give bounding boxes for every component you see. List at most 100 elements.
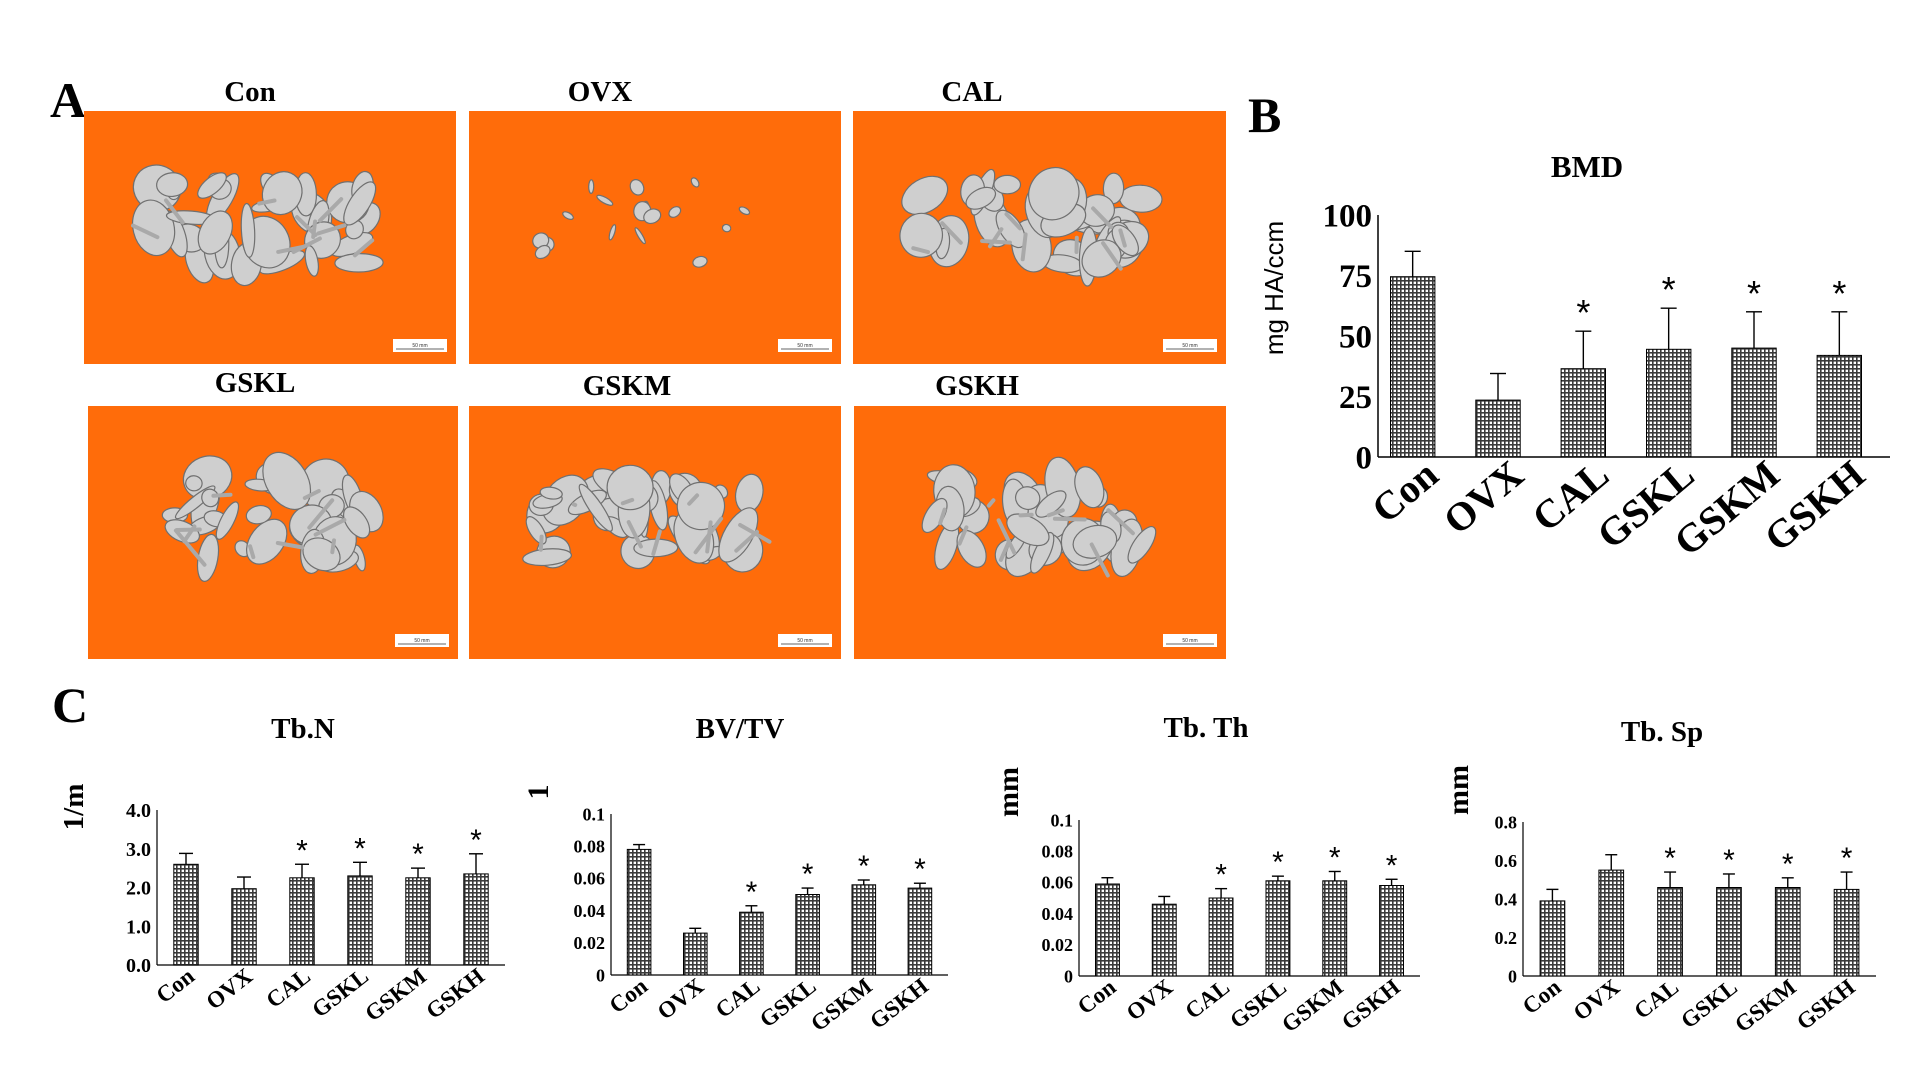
- chart-title: Tb. Sp: [1621, 716, 1703, 748]
- micro-ct-image-cal: CAL 50 mm: [853, 76, 1226, 364]
- significance-star: *: [802, 858, 814, 891]
- bar-gskl: [1646, 348, 1692, 458]
- x-category-label: CAL: [1630, 974, 1684, 1024]
- tbth-chart: Tb. Th mm 0 0.02 0.04 0.06 0.08 0.1 Con OVX * CAL * G…: [992, 712, 1420, 1037]
- y-tick-label: 0.8: [1495, 812, 1518, 832]
- bar-gskl: [1716, 887, 1742, 977]
- bar-gskl: [1265, 880, 1291, 977]
- y-tick-label: 0.1: [583, 804, 606, 824]
- significance-star: *: [1664, 842, 1676, 875]
- micro-ct-image-gskh: GSKH 50 mm: [854, 370, 1226, 659]
- significance-star: *: [1576, 292, 1590, 333]
- y-axis-label: mm: [992, 767, 1025, 817]
- y-tick-label: 0.6: [1495, 851, 1518, 871]
- bar-cal: [739, 911, 764, 976]
- image-label: GSKL: [215, 367, 296, 399]
- y-tick-label: 0.04: [1042, 904, 1074, 924]
- panel-b-letter: B: [1248, 87, 1281, 143]
- significance-star: *: [1662, 269, 1676, 310]
- x-category-label: Con: [151, 963, 199, 1008]
- bar-con: [1390, 276, 1436, 458]
- y-tick-label: 0: [1508, 966, 1517, 986]
- image-background: [469, 406, 841, 659]
- x-category-label: GSKH: [1792, 974, 1860, 1035]
- significance-star: *: [296, 834, 308, 867]
- x-category-label: GSKL: [1225, 974, 1291, 1033]
- micro-ct-image-grid: Con 50 mm OVX 50 mm CAL 50 mm GSKL 50 mm GSKM 50 …: [84, 76, 1226, 659]
- bar-con: [1539, 900, 1566, 977]
- x-category-label: OVX: [1435, 451, 1532, 543]
- trabecular-bone-render: [131, 164, 384, 287]
- bar-ovx: [683, 932, 708, 976]
- image-label: GSKH: [935, 370, 1019, 402]
- bar-gskh: [1833, 888, 1860, 977]
- y-axis-label: mm: [1442, 765, 1475, 815]
- bar-gskl: [795, 894, 820, 976]
- bar-gskl: [347, 875, 373, 966]
- y-tick-label: 0.2: [1495, 928, 1518, 948]
- micro-ct-image-gskl: GSKL 50 mm: [88, 367, 458, 659]
- bar-ovx: [1475, 399, 1521, 458]
- x-category-label: GSKM: [360, 963, 431, 1026]
- chart-title: Tb.N: [271, 713, 335, 745]
- trabecular-bone-render: [532, 177, 751, 268]
- bar-cal: [1560, 368, 1606, 458]
- significance-star: *: [858, 850, 870, 883]
- significance-star: *: [1747, 273, 1761, 314]
- trabecular-bone-render: [921, 456, 1157, 578]
- x-category-label: Con: [1363, 451, 1446, 531]
- significance-star: *: [1841, 842, 1853, 875]
- y-tick-label: 25: [1339, 380, 1372, 416]
- significance-star: *: [746, 876, 758, 909]
- scale-bar-text: 50 mm: [1182, 638, 1197, 644]
- x-category-label: OVX: [653, 973, 709, 1024]
- scale-bar-text: 50 mm: [797, 343, 812, 349]
- significance-star: *: [1386, 849, 1398, 882]
- x-category-label: GSKL: [307, 963, 373, 1022]
- bar-gskh: [1816, 354, 1862, 458]
- image-label: GSKM: [583, 370, 672, 402]
- chart-title: BMD: [1551, 149, 1623, 184]
- scale-bar-text: 50 mm: [797, 638, 812, 644]
- bar-ovx: [231, 888, 257, 966]
- x-category-label: GSKH: [1337, 974, 1405, 1035]
- significance-star: *: [470, 824, 482, 857]
- x-category-label: GSKM: [1730, 974, 1801, 1037]
- y-tick-label: 75: [1339, 259, 1372, 295]
- y-tick-label: 0.02: [1042, 935, 1074, 955]
- y-tick-label: 0.06: [1042, 873, 1074, 893]
- micro-ct-image-gskm: GSKM 50 mm: [469, 370, 841, 659]
- chart-title: BV/TV: [696, 713, 785, 745]
- bar-gskm: [405, 877, 431, 966]
- x-category-label: GSKH: [865, 973, 933, 1034]
- image-background: [469, 111, 841, 364]
- x-category-label: OVX: [201, 963, 257, 1014]
- y-tick-label: 0.06: [574, 869, 606, 889]
- x-category-label: Con: [1073, 974, 1121, 1019]
- bar-gskm: [1774, 887, 1801, 977]
- bar-cal: [1657, 887, 1683, 977]
- significance-star: *: [1723, 844, 1735, 877]
- y-tick-label: 0.02: [574, 933, 606, 953]
- x-category-label: CAL: [1181, 974, 1235, 1024]
- bar-gskh: [1379, 885, 1404, 977]
- bar-cal: [289, 877, 315, 966]
- bar-con: [626, 848, 652, 976]
- significance-star: *: [1272, 846, 1284, 879]
- trabecular-bone-render: [161, 451, 384, 583]
- y-tick-label: 2.0: [126, 878, 151, 900]
- panel-a-letter: A: [50, 72, 86, 128]
- tbsp-chart: Tb. Sp mm 0 0.2 0.4 0.6 0.8 Con OVX * CAL * GSKL * GSK…: [1442, 716, 1876, 1037]
- bar-gskm: [1731, 347, 1777, 458]
- y-tick-label: 0.1: [1051, 810, 1074, 830]
- x-category-label: GSKH: [1756, 451, 1873, 560]
- significance-star: *: [1329, 841, 1341, 874]
- y-tick-label: 100: [1323, 199, 1373, 235]
- bar-gskh: [463, 873, 489, 966]
- tbn-chart: Tb.N 1/m 0.0 1.0 2.0 3.0 4.0 Con OVX * CAL * GSKL * GS…: [58, 713, 505, 1026]
- bar-ovx: [1151, 903, 1177, 977]
- micro-ct-image-con: Con 50 mm: [84, 76, 456, 364]
- bar-cal: [1208, 897, 1234, 977]
